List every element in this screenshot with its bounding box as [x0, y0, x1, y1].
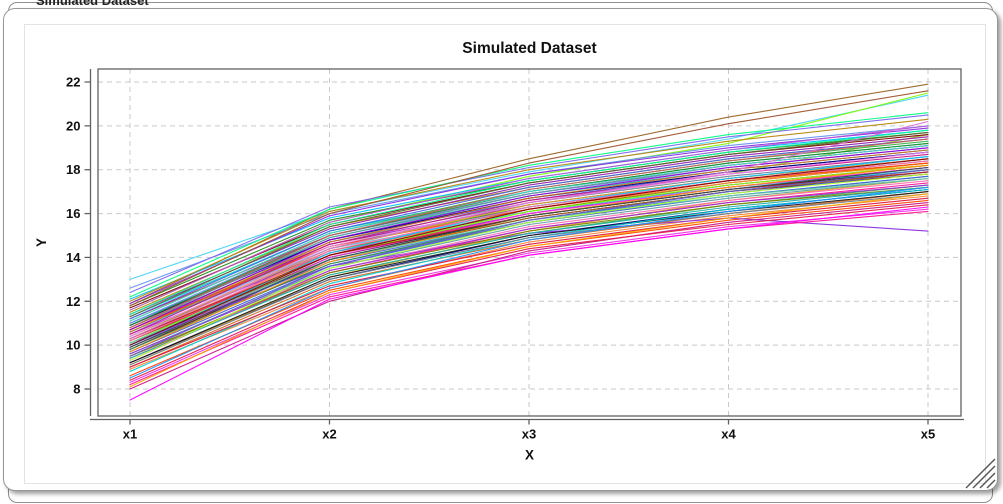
- svg-text:22: 22: [66, 75, 80, 90]
- svg-text:x1: x1: [123, 427, 137, 442]
- svg-text:20: 20: [66, 118, 80, 133]
- svg-text:14: 14: [66, 250, 81, 265]
- svg-text:x2: x2: [322, 427, 336, 442]
- svg-text:18: 18: [66, 162, 80, 177]
- svg-text:12: 12: [66, 294, 80, 309]
- chart-canvas: 8 10 12 14 16 18 20 22 x1 x2 x3 x4 x5 Simulated Datas…: [34, 40, 964, 463]
- svg-text:x3: x3: [522, 427, 536, 442]
- svg-text:16: 16: [66, 206, 80, 221]
- svg-text:Simulated Dataset: Simulated Dataset: [462, 40, 596, 57]
- svg-text:x4: x4: [721, 427, 736, 442]
- svg-text:8: 8: [73, 382, 80, 397]
- background-window-title: Simulated Dataset: [36, 0, 149, 8]
- plot-panel: 8 10 12 14 16 18 20 22 x1 x2 x3 x4 x5 Simulated Datas…: [24, 24, 986, 484]
- svg-text:10: 10: [66, 338, 80, 353]
- svg-text:x5: x5: [921, 427, 935, 442]
- svg-text:X: X: [525, 448, 534, 463]
- svg-text:Y: Y: [34, 238, 49, 247]
- resize-grip-icon[interactable]: [962, 455, 996, 489]
- plot-window: 8 10 12 14 16 18 20 22 x1 x2 x3 x4 x5 Simulated Datas…: [3, 8, 998, 491]
